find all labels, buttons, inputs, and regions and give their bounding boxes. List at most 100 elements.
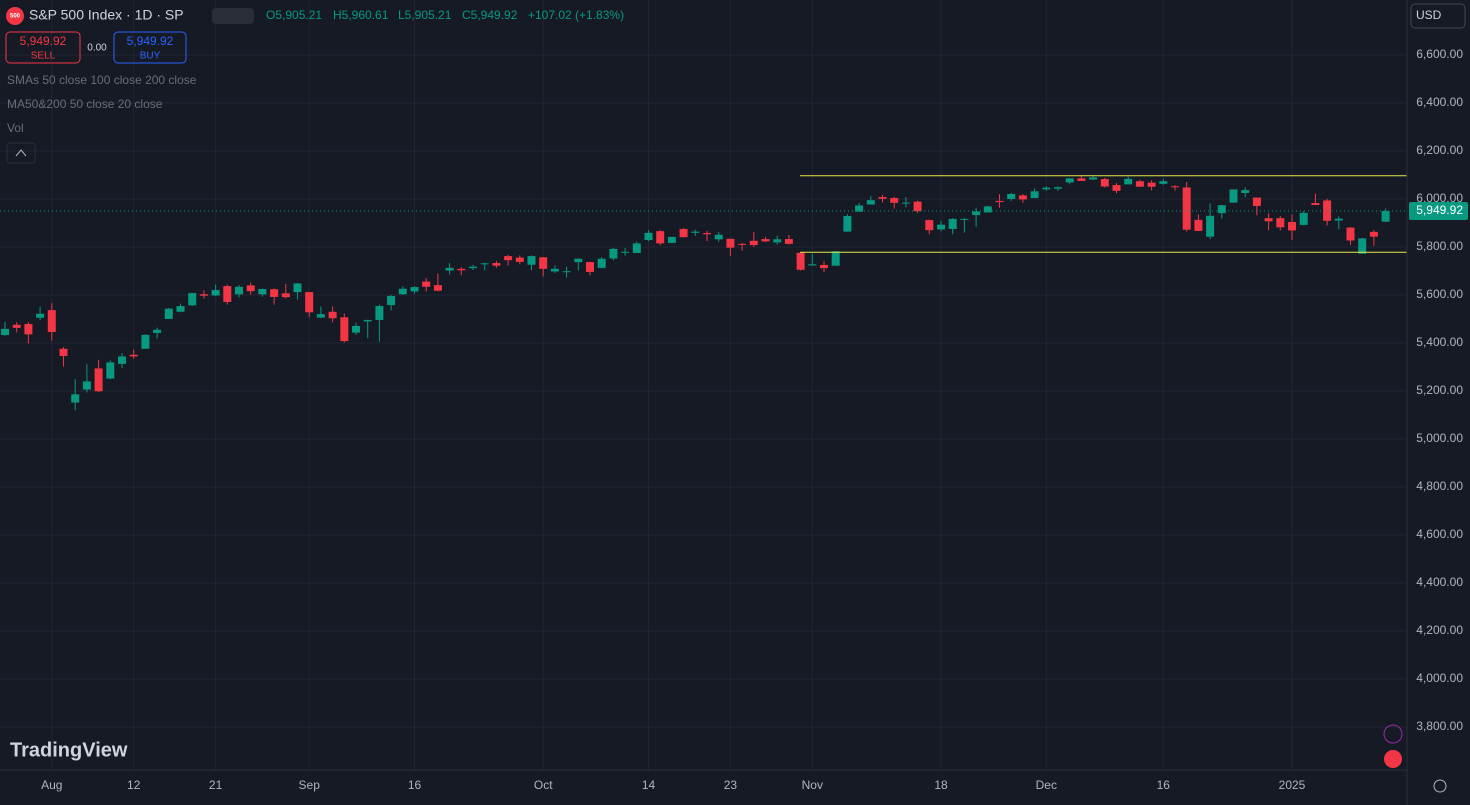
y-tick-label: 5,600.00 xyxy=(1416,287,1463,301)
x-tick-label: Oct xyxy=(534,778,553,792)
candle-body xyxy=(1252,197,1261,206)
candle-body xyxy=(1077,178,1086,181)
candle-body xyxy=(749,240,758,246)
candle-body xyxy=(1147,182,1156,187)
candle-body xyxy=(1241,190,1250,193)
candle-body xyxy=(1159,181,1168,184)
candle-body xyxy=(1334,218,1343,221)
candle-body xyxy=(609,248,618,259)
candle-body xyxy=(246,285,255,292)
candle-body xyxy=(562,271,571,273)
collapse-button[interactable] xyxy=(6,142,36,164)
candle-body xyxy=(656,231,665,244)
buy-price: 5,949.92 xyxy=(127,34,174,48)
ohlc-close: C5,949.92 xyxy=(462,8,518,22)
x-tick-label: 23 xyxy=(724,778,738,792)
candle-body xyxy=(387,295,396,306)
buy-label: BUY xyxy=(140,51,161,62)
y-tick-label: 4,400.00 xyxy=(1416,575,1463,589)
currency-button[interactable] xyxy=(1410,3,1466,29)
candle-body xyxy=(1089,177,1098,180)
candle-body xyxy=(258,288,267,295)
ohlc-open: O5,905.21 xyxy=(266,8,322,22)
candle-body xyxy=(375,306,384,320)
candle-body xyxy=(36,313,45,318)
candle-body xyxy=(352,325,360,333)
candle-body xyxy=(948,218,957,229)
candle-body xyxy=(995,200,1004,203)
candle-body xyxy=(632,243,641,253)
candle-body xyxy=(1100,179,1109,187)
candle-body xyxy=(972,211,981,216)
candle-body xyxy=(1042,187,1051,190)
indicator[interactable]: Vol xyxy=(7,121,24,135)
candle-body xyxy=(188,293,197,306)
candle-body xyxy=(1311,203,1320,205)
x-tick-label: Dec xyxy=(1036,778,1057,792)
candle-body xyxy=(305,292,314,313)
candle-body xyxy=(129,354,138,357)
icon[interactable] xyxy=(1383,724,1403,744)
candle-body xyxy=(621,251,630,253)
buy-button[interactable] xyxy=(113,31,187,64)
candle-body xyxy=(983,206,992,213)
spread: 0.00 xyxy=(87,43,107,54)
currency: USD xyxy=(1416,8,1442,22)
candle-body xyxy=(644,232,653,241)
candle-body xyxy=(1,328,9,336)
y-tick-label: 6,200.00 xyxy=(1416,143,1463,157)
candle-body xyxy=(1065,178,1074,183)
x-tick-label: Aug xyxy=(41,778,62,792)
candle-body xyxy=(293,283,302,293)
candle-body xyxy=(504,256,513,261)
candle-body xyxy=(199,294,208,296)
candle-body xyxy=(679,228,688,238)
candle-body xyxy=(1182,187,1191,230)
candle-body xyxy=(913,201,922,212)
candle-body xyxy=(71,394,80,403)
candle-body xyxy=(1112,185,1121,191)
candle-body xyxy=(1206,215,1215,237)
x-tick-label: 21 xyxy=(209,778,223,792)
y-tick-label: 5,200.00 xyxy=(1416,383,1463,397)
y-tick-label: 5,800.00 xyxy=(1416,239,1463,253)
candle-body xyxy=(457,268,466,271)
y-tick-label: 4,800.00 xyxy=(1416,479,1463,493)
candle-body xyxy=(211,289,220,296)
sell-button[interactable] xyxy=(5,31,81,64)
candle-body xyxy=(492,263,501,266)
candle-body xyxy=(1171,186,1179,188)
indicator[interactable]: SMAs 50 close 100 close 200 close xyxy=(7,73,197,87)
candle-body xyxy=(808,264,817,266)
candle-body xyxy=(363,319,372,322)
candle-body xyxy=(480,263,489,265)
candle-body xyxy=(1264,218,1273,222)
sell-price: 5,949.92 xyxy=(20,34,67,48)
y-tick-label: 3,800.00 xyxy=(1416,719,1463,733)
candle-body xyxy=(469,266,477,269)
candle-body xyxy=(141,334,150,349)
candle-body xyxy=(937,224,945,230)
candle-body xyxy=(1194,219,1203,231)
candle-body xyxy=(726,238,735,248)
chart-title: S&P 500 Index · 1D · SP xyxy=(29,7,184,23)
settings-icon[interactable] xyxy=(1433,779,1447,793)
indicator[interactable]: MA50&200 50 close 20 close xyxy=(7,97,163,111)
candle-body xyxy=(1054,187,1062,189)
candle-body xyxy=(1217,205,1226,214)
candle-body xyxy=(1018,195,1027,200)
candle-body xyxy=(1369,231,1378,237)
icon[interactable] xyxy=(1384,750,1402,768)
candle-body xyxy=(106,362,115,379)
candle-body xyxy=(667,236,676,243)
candle-body xyxy=(316,314,325,318)
toggle[interactable] xyxy=(212,8,254,24)
candle-body xyxy=(1299,212,1308,225)
candle-body xyxy=(586,262,594,272)
last-price-label: 5,949.92 xyxy=(1416,203,1463,217)
candle-body xyxy=(1229,189,1238,203)
candle-body xyxy=(855,205,864,212)
candle-body xyxy=(550,268,559,272)
x-tick-label: 16 xyxy=(408,778,422,792)
candles xyxy=(0,175,1407,411)
